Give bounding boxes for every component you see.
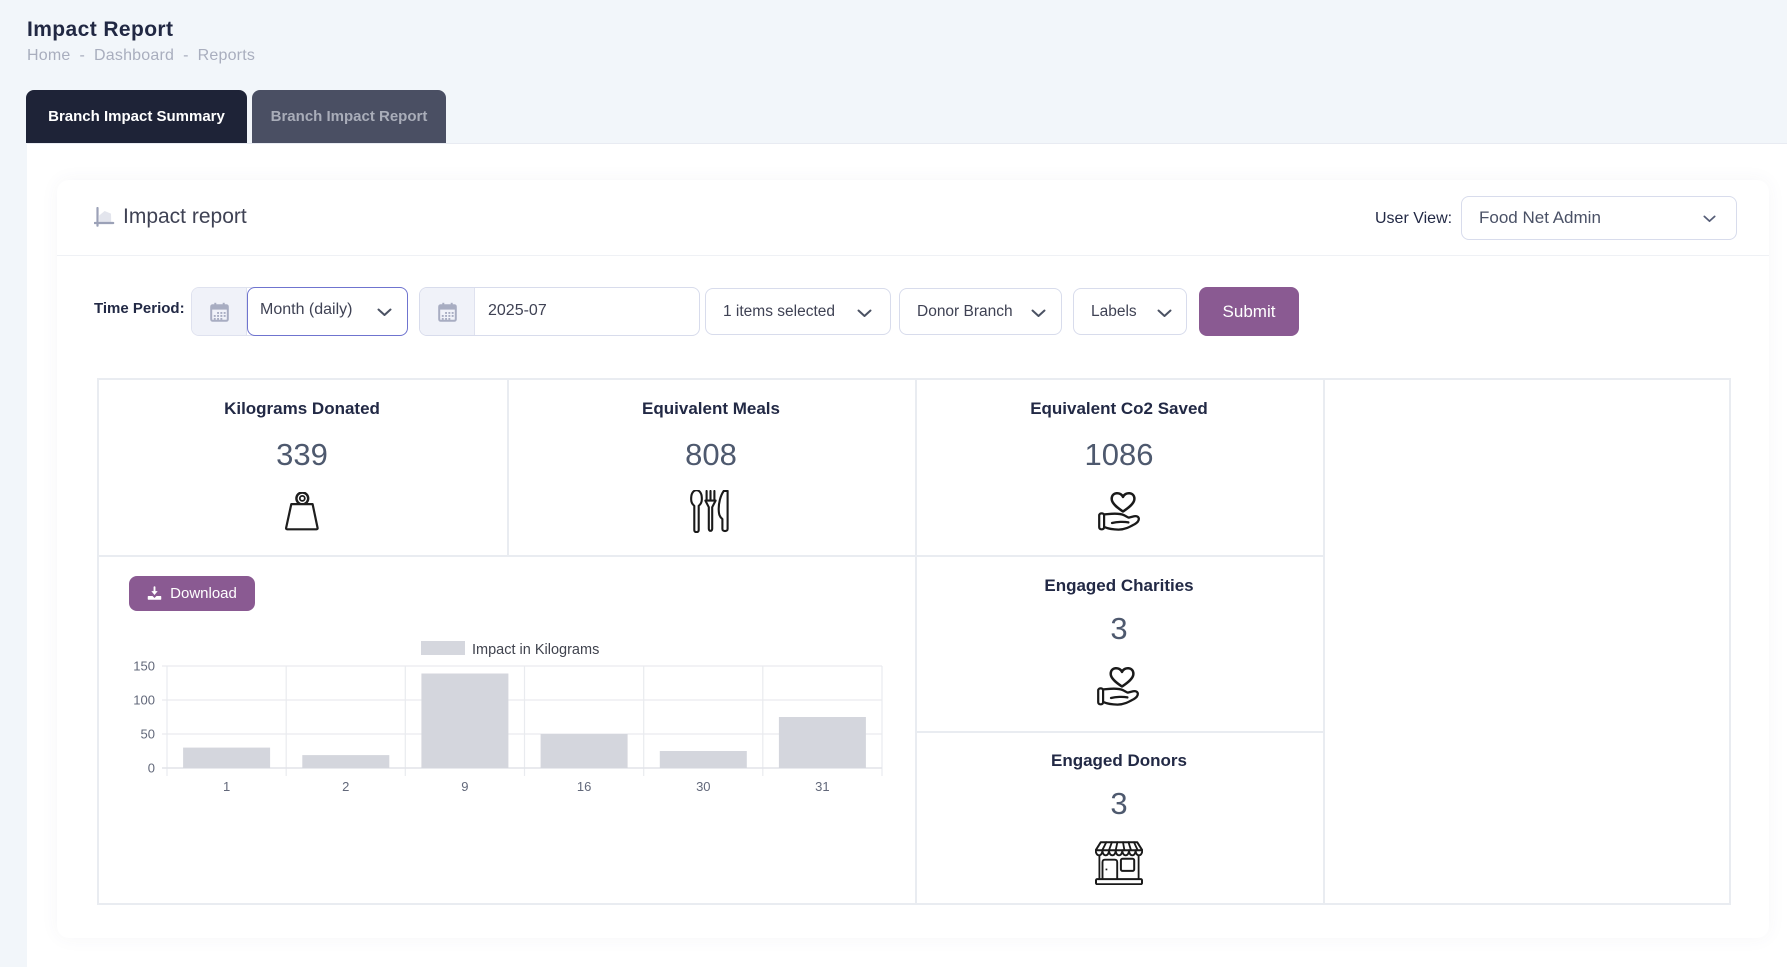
svg-text:50: 50 <box>141 727 155 742</box>
svg-text:0: 0 <box>148 761 155 776</box>
svg-text:100: 100 <box>133 693 155 708</box>
svg-text:150: 150 <box>133 659 155 674</box>
svg-text:9: 9 <box>461 779 468 794</box>
svg-text:30: 30 <box>696 779 710 794</box>
svg-text:31: 31 <box>815 779 829 794</box>
svg-text:2: 2 <box>342 779 349 794</box>
svg-text:16: 16 <box>577 779 591 794</box>
svg-text:Impact in Kilograms: Impact in Kilograms <box>472 642 599 658</box>
svg-text:1: 1 <box>223 779 230 794</box>
